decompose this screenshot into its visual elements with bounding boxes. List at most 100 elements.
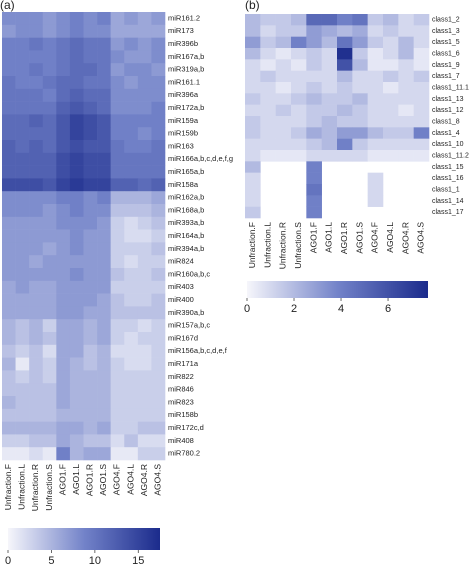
heat-cell <box>260 25 276 37</box>
row-label: class1_5 <box>432 39 460 46</box>
heat-cell <box>110 396 125 410</box>
row-label: class1_12 <box>432 107 464 114</box>
heat-cell <box>42 370 57 384</box>
heat-cell <box>124 357 139 371</box>
heat-cell <box>275 116 292 128</box>
heat-cell <box>124 344 139 358</box>
heat-cell <box>69 165 84 179</box>
heat-cell <box>398 104 414 117</box>
row-label: miR160a,b,c <box>168 269 210 278</box>
heat-cell <box>56 357 71 371</box>
heat-cell <box>260 59 276 71</box>
heat-cell <box>137 280 152 294</box>
colorbar-tick-label: 2 <box>291 303 297 315</box>
heat-cell <box>151 306 166 320</box>
heat-cell <box>15 255 30 269</box>
heat-cell <box>124 37 139 51</box>
heat-cell <box>110 152 125 166</box>
heat-cell <box>56 204 71 218</box>
heat-cell <box>367 70 384 83</box>
heat-cell <box>245 161 261 173</box>
heat-cell <box>2 383 16 397</box>
heat-cell <box>15 421 30 435</box>
heat-cell <box>97 344 111 358</box>
heat-cell <box>15 293 30 307</box>
heat-cell <box>110 140 125 154</box>
heat-cell <box>291 150 307 162</box>
column-label: Unfraction.S <box>44 464 54 511</box>
heat-cell <box>306 195 322 207</box>
heat-cell <box>367 104 384 117</box>
heat-cell <box>56 63 71 77</box>
heat-cell <box>56 370 71 384</box>
heat-cell <box>83 191 98 205</box>
heat-cell <box>245 59 261 71</box>
heat-cell <box>56 114 71 128</box>
heat-cell <box>15 165 30 179</box>
row-label: miR173 <box>168 26 194 35</box>
heat-cell <box>15 447 30 461</box>
column-label: Unfraction.R <box>30 464 40 511</box>
column-label: AGO4.S <box>416 222 426 254</box>
heat-cell <box>56 242 71 256</box>
heat-cell <box>83 421 98 435</box>
heat-cell <box>15 344 30 358</box>
heat-cell <box>352 82 368 94</box>
heat-cell <box>97 24 111 38</box>
heat-cell <box>110 255 125 269</box>
heat-cell <box>69 408 84 422</box>
heat-cell <box>306 14 322 26</box>
heat-cell <box>2 12 16 26</box>
heat-cell <box>42 408 57 422</box>
row-label: class1_17 <box>432 209 464 216</box>
heat-cell <box>275 70 292 83</box>
row-label: miR164a,b <box>168 231 204 240</box>
heat-cell <box>83 434 98 448</box>
heat-cell <box>398 116 414 128</box>
heat-cell <box>56 191 71 205</box>
row-label: miR824 <box>168 257 194 266</box>
heat-cell <box>69 127 84 141</box>
heat-cell <box>97 319 111 333</box>
heat-cell <box>69 383 84 397</box>
heat-cell <box>110 306 125 320</box>
row-label: miR161.2 <box>168 13 200 22</box>
heat-cell <box>124 447 139 461</box>
heat-cell <box>151 447 166 461</box>
heat-cell <box>42 24 57 38</box>
heat-cell <box>137 178 152 192</box>
heat-cell <box>306 59 322 71</box>
heat-cell <box>29 88 44 102</box>
heat-cell <box>110 242 125 256</box>
heat-cell <box>413 93 430 105</box>
heat-cell <box>83 293 98 307</box>
heat-cell <box>56 293 71 307</box>
heat-cell <box>398 127 414 139</box>
row-label: miR159a <box>168 116 199 125</box>
heat-cell <box>97 140 111 154</box>
heat-cell <box>15 63 30 77</box>
heat-cell <box>42 383 57 397</box>
heat-cell <box>151 421 166 435</box>
heat-cell <box>29 24 44 38</box>
heat-cell <box>151 255 166 269</box>
heat-cell <box>42 63 57 77</box>
heat-cell <box>413 25 430 37</box>
heat-cell <box>56 152 71 166</box>
heat-cell <box>83 255 98 269</box>
heat-cell <box>29 140 44 154</box>
heat-cell <box>15 50 30 64</box>
heat-cell <box>321 138 338 151</box>
heat-cell <box>42 396 57 410</box>
heat-cell <box>83 229 98 243</box>
heat-cell <box>260 48 276 60</box>
heat-cell <box>15 280 30 294</box>
heat-cell <box>56 216 71 230</box>
heat-cell <box>151 268 166 282</box>
heat-cell <box>245 48 261 60</box>
heat-cell <box>275 127 292 139</box>
heat-cell <box>413 48 430 60</box>
heat-cell <box>29 101 44 115</box>
heat-cell <box>83 127 98 141</box>
heat-cell <box>151 178 166 192</box>
